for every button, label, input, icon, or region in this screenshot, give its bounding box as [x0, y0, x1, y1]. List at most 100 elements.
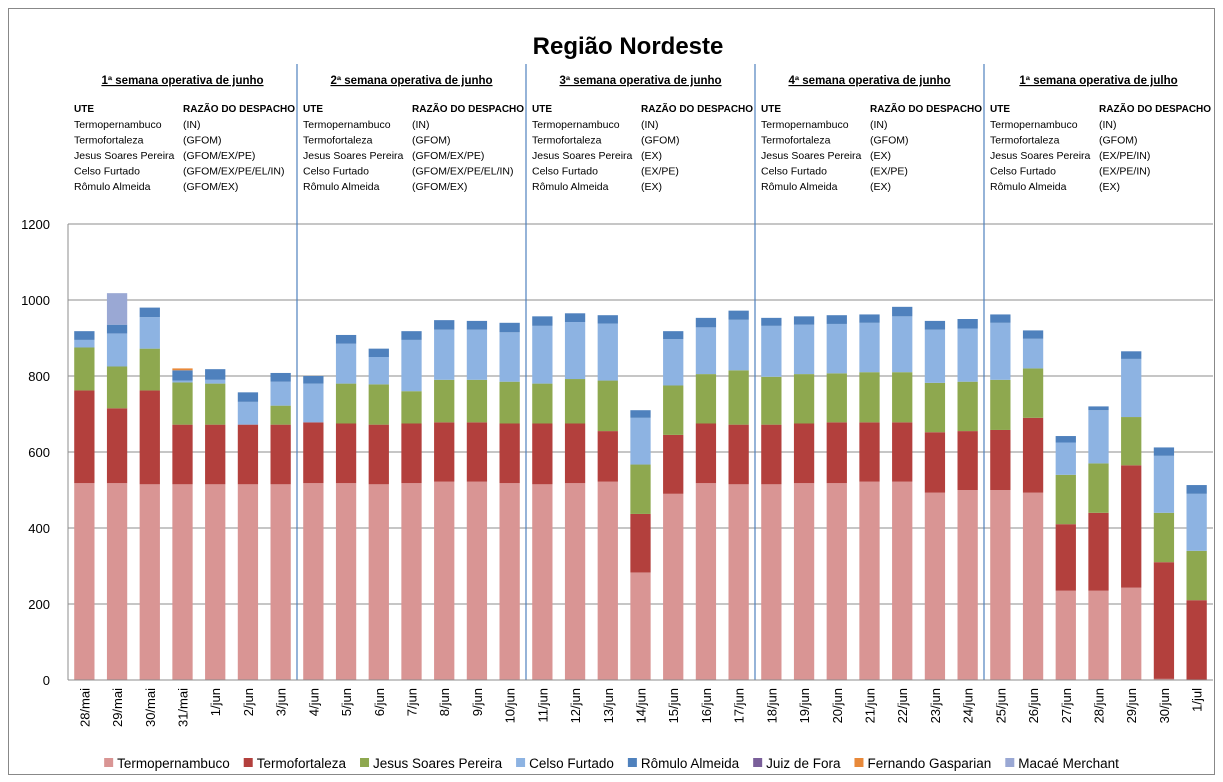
bar-segment: [826, 323, 847, 374]
x-tick-label: 27/jun: [1059, 688, 1074, 723]
bar-segment: [74, 483, 95, 680]
bar-segment: [466, 481, 488, 680]
bar-segment: [106, 293, 128, 325]
bar-segment: [139, 348, 160, 391]
x-tick-label: 5/jun: [339, 688, 354, 716]
bar-segment: [499, 322, 520, 333]
bar-segment: [205, 379, 226, 384]
legend-label: Macaé Merchant: [1018, 756, 1119, 771]
bar-segment: [1153, 678, 1175, 680]
bar-segment: [728, 484, 749, 680]
table-cell: (GFOM/EX/PE/EL/IN): [183, 166, 285, 178]
week-title: 2ª semana operativa de junho: [330, 75, 492, 87]
bar-segment: [237, 484, 259, 680]
table-header: UTE: [74, 104, 94, 115]
bar-segment: [826, 315, 847, 324]
bar-segment: [597, 315, 618, 324]
x-tick-label: 30/mai: [143, 688, 158, 727]
chart-title: Região Nordeste: [533, 33, 724, 60]
legend-swatch: [854, 758, 864, 767]
table-cell: (GFOM/EX/PE): [412, 150, 484, 162]
bar-segment: [172, 424, 193, 485]
x-tick-label: 24/jun: [961, 688, 976, 723]
bar-segment: [368, 348, 389, 357]
bar-segment: [466, 379, 488, 423]
bar-segment: [270, 405, 291, 425]
bar-segment: [990, 379, 1011, 430]
bar-segment: [859, 481, 880, 680]
table-cell: Termopernambuco: [532, 119, 620, 131]
bar-segment: [368, 424, 389, 485]
bar-segment: [205, 484, 226, 680]
x-tick-label: 4/jun: [306, 688, 321, 716]
bar-segment: [892, 481, 913, 680]
legend-label: Jesus Soares Pereira: [373, 756, 503, 771]
table-cell: (GFOM/EX): [183, 181, 238, 193]
bar-segment: [1121, 465, 1142, 588]
bar-segment: [728, 310, 749, 320]
table-cell: (GFOM/EX): [412, 181, 467, 193]
table-cell: Rômulo Almeida: [761, 181, 838, 193]
legend: Termopernambuco Termofortaleza Jesus Soare…: [104, 756, 1119, 771]
bar-segment: [793, 324, 815, 375]
bar-segment: [172, 380, 193, 383]
bar-segment: [695, 423, 717, 484]
bar-segment: [564, 483, 586, 680]
table-cell: Termopernambuco: [990, 119, 1078, 131]
bar-segment: [1121, 417, 1142, 466]
bar-segment: [630, 417, 651, 465]
bar-segment: [892, 316, 913, 373]
bar-segment: [532, 423, 553, 485]
x-tick-label: 23/jun: [928, 688, 943, 723]
bar-segment: [695, 374, 717, 424]
table-cell: Celso Furtado: [761, 166, 827, 178]
bar-segment: [957, 490, 978, 680]
table-header: RAZÃO DO DESPACHO: [412, 102, 524, 115]
bar-segment: [859, 422, 880, 482]
bar-segment: [205, 369, 226, 380]
bar-segment: [1088, 463, 1109, 513]
x-tick-label: 18/jun: [764, 688, 779, 723]
legend-swatch: [627, 758, 637, 767]
bar-segment: [1186, 600, 1207, 680]
y-tick-label: 600: [28, 445, 50, 460]
bar-segment: [237, 424, 259, 485]
bar-segment: [499, 332, 520, 382]
bar-segment: [663, 339, 684, 386]
x-tick-label: 29/jun: [1124, 688, 1139, 723]
bar-segment: [106, 333, 128, 367]
table-cell: Jesus Soares Pereira: [74, 150, 175, 162]
bar-segment: [663, 385, 684, 435]
bar-segment: [761, 376, 782, 425]
table-cell: Termofortaleza: [532, 135, 602, 147]
bar-segment: [564, 313, 586, 323]
bar-segment: [728, 424, 749, 485]
bar-segment: [957, 328, 978, 382]
bar-segment: [139, 484, 160, 680]
table-cell: Jesus Soares Pereira: [532, 150, 633, 162]
week-title: 4ª semana operativa de junho: [788, 75, 950, 87]
x-tick-label: 28/jun: [1092, 688, 1107, 723]
table-cell: (EX/PE/IN): [1099, 166, 1150, 178]
bar-segment: [499, 423, 520, 484]
bar-segment: [106, 408, 128, 484]
table-cell: Celso Furtado: [303, 166, 369, 178]
bar-segment: [139, 390, 160, 485]
bar-segment: [368, 484, 389, 680]
table-header: UTE: [303, 104, 323, 115]
bar-segment: [990, 314, 1011, 323]
y-tick-label: 800: [28, 369, 50, 384]
bar-segment: [924, 432, 946, 493]
bar-segment: [335, 483, 357, 680]
bar-segment: [1153, 512, 1175, 563]
x-tick-label: 17/jun: [732, 688, 747, 723]
bar-segment: [793, 374, 815, 424]
y-tick-label: 200: [28, 597, 50, 612]
bar-segment: [630, 464, 651, 514]
bar-segment: [1088, 410, 1109, 464]
bar-segment: [434, 329, 455, 380]
x-tick-label: 12/jun: [568, 688, 583, 723]
bar-segment: [1186, 485, 1207, 494]
bar-segment: [1121, 358, 1142, 418]
